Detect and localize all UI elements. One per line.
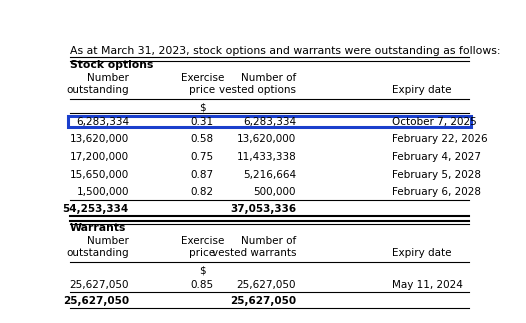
Text: 25,627,050: 25,627,050	[237, 280, 296, 290]
Text: 25,627,050: 25,627,050	[69, 280, 129, 290]
Text: Number: Number	[87, 236, 129, 246]
Text: 37,053,336: 37,053,336	[230, 204, 296, 214]
Text: outstanding: outstanding	[66, 85, 129, 95]
Text: 0.75: 0.75	[191, 152, 214, 162]
Text: Exercise: Exercise	[180, 236, 224, 246]
Text: outstanding: outstanding	[66, 248, 129, 258]
Text: Number of: Number of	[241, 236, 296, 246]
Text: 6,283,334: 6,283,334	[243, 117, 296, 127]
Text: Warrants: Warrants	[70, 223, 126, 233]
Text: May 11, 2024: May 11, 2024	[392, 280, 463, 290]
Text: 17,200,000: 17,200,000	[70, 152, 129, 162]
Text: 13,620,000: 13,620,000	[237, 134, 296, 144]
Text: February 4, 2027: February 4, 2027	[392, 152, 481, 162]
Text: Number: Number	[87, 73, 129, 83]
Text: price: price	[189, 248, 215, 258]
Text: Expiry date: Expiry date	[392, 248, 451, 258]
Text: price: price	[189, 85, 215, 95]
Text: As at March 31, 2023, stock options and warrants were outstanding as follows:: As at March 31, 2023, stock options and …	[70, 46, 500, 56]
Text: 5,216,664: 5,216,664	[243, 170, 296, 180]
Text: February 5, 2028: February 5, 2028	[392, 170, 481, 180]
Text: $: $	[199, 266, 206, 276]
Text: 0.87: 0.87	[191, 170, 214, 180]
Text: February 22, 2026: February 22, 2026	[392, 134, 488, 144]
Text: 6,283,334: 6,283,334	[76, 117, 129, 127]
Text: vested warrants: vested warrants	[211, 248, 296, 258]
Text: 15,650,000: 15,650,000	[69, 170, 129, 180]
Text: October 7, 2025: October 7, 2025	[392, 117, 477, 127]
Text: 25,627,050: 25,627,050	[63, 297, 129, 307]
Text: 0.85: 0.85	[191, 280, 214, 290]
Text: Exercise: Exercise	[180, 73, 224, 83]
Text: 1,500,000: 1,500,000	[76, 187, 129, 197]
Text: Stock options: Stock options	[70, 60, 153, 70]
Text: 0.82: 0.82	[191, 187, 214, 197]
Text: 13,620,000: 13,620,000	[69, 134, 129, 144]
Text: 0.31: 0.31	[191, 117, 214, 127]
Text: vested options: vested options	[219, 85, 296, 95]
Text: Expiry date: Expiry date	[392, 85, 451, 95]
Text: 500,000: 500,000	[254, 187, 296, 197]
Text: Number of: Number of	[241, 73, 296, 83]
Text: 54,253,334: 54,253,334	[63, 204, 129, 214]
Text: February 6, 2028: February 6, 2028	[392, 187, 481, 197]
Text: 11,433,338: 11,433,338	[236, 152, 296, 162]
Text: 0.58: 0.58	[191, 134, 214, 144]
Text: 25,627,050: 25,627,050	[230, 297, 296, 307]
FancyBboxPatch shape	[68, 116, 471, 127]
Text: $: $	[199, 103, 206, 113]
